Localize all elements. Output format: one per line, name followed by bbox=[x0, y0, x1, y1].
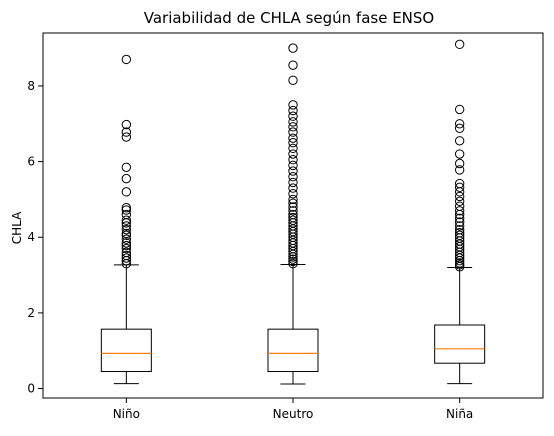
y-tick-label: 2 bbox=[27, 306, 35, 320]
box-group bbox=[434, 39, 486, 385]
flier-point bbox=[454, 206, 465, 216]
flier-point bbox=[288, 60, 298, 70]
box-group bbox=[267, 43, 319, 385]
flier-point bbox=[121, 209, 132, 220]
flier-point bbox=[454, 201, 465, 211]
flier-point bbox=[454, 224, 465, 235]
flier-point bbox=[121, 205, 132, 215]
flier-point bbox=[288, 198, 298, 208]
box-iqr bbox=[100, 328, 152, 373]
flier-point bbox=[121, 54, 132, 65]
y-tick-label: 8 bbox=[27, 79, 35, 93]
flier-point bbox=[454, 230, 465, 241]
flier-point bbox=[454, 228, 465, 238]
flier-point bbox=[121, 240, 132, 251]
flier-point bbox=[454, 182, 465, 193]
flier-point bbox=[121, 253, 132, 263]
flier-point bbox=[288, 111, 298, 121]
y-tick-label: 0 bbox=[27, 382, 35, 396]
flier-point bbox=[454, 221, 465, 231]
flier-point bbox=[288, 143, 298, 154]
x-tick-label: Niño bbox=[113, 407, 140, 421]
flier-point bbox=[288, 215, 298, 225]
box-iqr bbox=[434, 324, 486, 364]
flier-point bbox=[121, 228, 132, 239]
box-group bbox=[100, 54, 152, 385]
flier-point bbox=[288, 122, 298, 132]
flier-point bbox=[454, 178, 465, 189]
flier-point bbox=[288, 166, 298, 176]
flier-point bbox=[454, 217, 465, 227]
flier-point bbox=[288, 202, 298, 212]
flier-point bbox=[288, 172, 298, 182]
flier-point bbox=[121, 127, 132, 137]
flier-point bbox=[288, 75, 298, 85]
y-axis-label: CHLA bbox=[10, 211, 24, 244]
flier-point bbox=[288, 137, 298, 148]
flier-point bbox=[454, 158, 465, 169]
flier-point bbox=[454, 119, 465, 129]
flier-point bbox=[121, 162, 132, 172]
flier-point bbox=[454, 191, 465, 202]
flier-point bbox=[288, 43, 298, 53]
flier-point bbox=[454, 196, 465, 207]
flier-point bbox=[288, 117, 298, 127]
flier-point bbox=[121, 132, 132, 142]
flier-point bbox=[288, 259, 298, 269]
flier-point bbox=[121, 215, 132, 225]
flier-point bbox=[121, 173, 132, 184]
flier-point bbox=[288, 133, 298, 143]
flier-point bbox=[454, 123, 465, 134]
y-tick-label: 4 bbox=[27, 230, 35, 244]
flier-point bbox=[288, 209, 298, 220]
flier-point bbox=[288, 256, 298, 267]
flier-point bbox=[288, 194, 298, 205]
flier-point bbox=[288, 149, 298, 159]
flier-point bbox=[121, 187, 132, 197]
flier-point bbox=[121, 238, 132, 248]
box-iqr bbox=[267, 328, 319, 373]
flier-point bbox=[121, 224, 132, 235]
flier-point bbox=[288, 206, 298, 216]
flier-point bbox=[288, 212, 298, 223]
flier-point bbox=[454, 149, 465, 159]
flier-point bbox=[121, 247, 132, 258]
flier-point bbox=[454, 39, 465, 50]
flier-point bbox=[288, 105, 298, 116]
flier-point bbox=[121, 250, 132, 261]
flier-point bbox=[288, 100, 298, 110]
chart-title: Variabilidad de CHLA según fase ENSO bbox=[144, 9, 435, 27]
flier-point bbox=[288, 160, 298, 171]
x-tick-label: Neutro bbox=[273, 407, 314, 421]
flier-point bbox=[288, 254, 298, 264]
flier-point bbox=[454, 165, 465, 175]
y-tick-label: 6 bbox=[27, 155, 35, 169]
flier-point bbox=[121, 221, 132, 231]
flier-point bbox=[454, 136, 465, 146]
plot-area bbox=[100, 39, 486, 385]
flier-point bbox=[288, 183, 298, 193]
flier-point bbox=[454, 213, 465, 224]
x-tick-label: Niña bbox=[446, 407, 473, 421]
flier-point bbox=[454, 104, 465, 115]
flier-point bbox=[288, 177, 298, 188]
flier-point bbox=[454, 258, 465, 268]
flier-point bbox=[288, 189, 298, 199]
flier-point bbox=[121, 119, 132, 130]
flier-point bbox=[121, 234, 132, 244]
flier-point bbox=[121, 243, 132, 254]
flier-point bbox=[288, 155, 298, 165]
flier-point bbox=[121, 203, 132, 213]
flier-point bbox=[288, 127, 298, 137]
